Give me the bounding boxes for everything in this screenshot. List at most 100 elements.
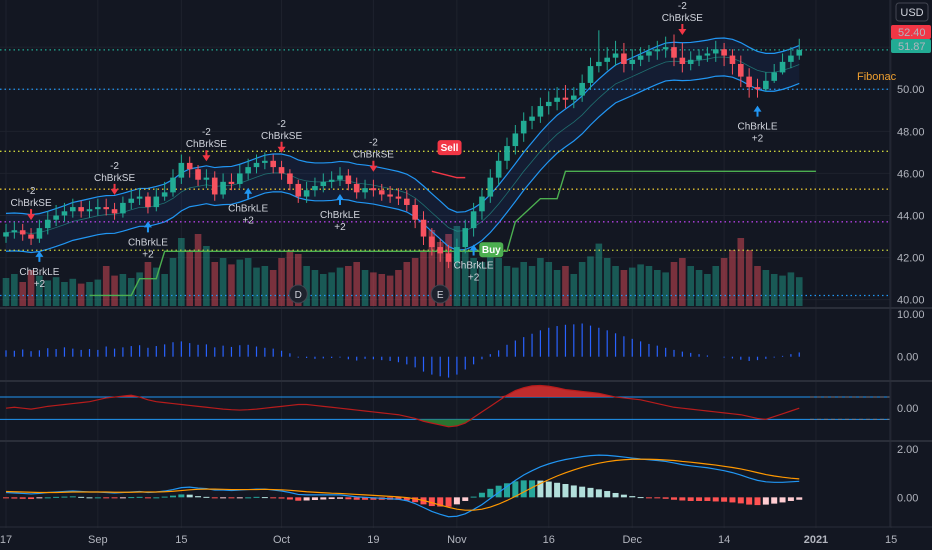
candle[interactable]	[404, 190, 410, 212]
candle[interactable]	[596, 30, 602, 73]
long-entry-signal[interactable]: ChBrkLE+2	[128, 221, 168, 260]
candle[interactable]	[495, 152, 502, 187]
candle[interactable]	[211, 171, 218, 201]
candle[interactable]	[779, 53, 786, 75]
candle[interactable]	[278, 160, 285, 180]
candle[interactable]	[111, 202, 118, 220]
candle[interactable]	[545, 91, 552, 115]
candle[interactable]	[562, 85, 569, 109]
candle[interactable]	[637, 47, 644, 67]
candle[interactable]	[136, 188, 143, 205]
buy-badge[interactable]: Buy	[479, 242, 504, 258]
time-axis[interactable]: 17 Sep 15 Oct 19 Nov 16 Dec 14 2021 15	[0, 534, 897, 546]
candle[interactable]	[654, 40, 661, 60]
candle[interactable]	[796, 38, 803, 60]
candle[interactable]	[537, 97, 544, 123]
candle[interactable]	[61, 202, 68, 222]
candle[interactable]	[312, 177, 318, 197]
candle[interactable]	[687, 51, 694, 71]
candle[interactable]	[712, 40, 719, 62]
candle[interactable]	[554, 87, 560, 111]
candle[interactable]	[353, 177, 360, 199]
candle[interactable]	[629, 49, 636, 71]
candle[interactable]	[295, 179, 302, 203]
candle[interactable]	[445, 244, 452, 269]
candle[interactable]	[161, 181, 168, 201]
candle[interactable]	[746, 68, 752, 98]
candle[interactable]	[512, 125, 519, 155]
sell-badge[interactable]: Sell	[437, 140, 462, 156]
candle[interactable]	[788, 47, 794, 69]
candle[interactable]	[228, 173, 235, 191]
candle[interactable]	[195, 165, 201, 187]
candle[interactable]	[362, 179, 368, 199]
candle[interactable]	[53, 204, 59, 227]
candle[interactable]	[220, 173, 226, 199]
candle[interactable]	[337, 167, 343, 187]
candle[interactable]	[3, 223, 9, 243]
candle[interactable]	[345, 169, 352, 191]
event-marker[interactable]: E	[430, 284, 450, 304]
candle[interactable]	[621, 42, 627, 73]
histogram-oscillator-pane[interactable]	[5, 323, 800, 378]
candle[interactable]	[253, 154, 260, 174]
candle[interactable]	[237, 165, 243, 189]
candle[interactable]	[44, 211, 51, 235]
price-label[interactable]: 51.87	[891, 39, 931, 53]
candle[interactable]	[95, 198, 101, 216]
candle[interactable]	[729, 49, 736, 75]
price-label[interactable]: 52.40	[891, 25, 931, 39]
candle[interactable]	[470, 202, 477, 237]
candle[interactable]	[679, 42, 686, 73]
candle[interactable]	[487, 169, 494, 203]
candle[interactable]	[437, 238, 443, 262]
long-entry-signal[interactable]: ChBrkLE+2	[19, 250, 60, 290]
candle[interactable]	[646, 45, 652, 62]
candle[interactable]	[454, 238, 460, 267]
candle[interactable]	[153, 188, 160, 212]
long-entry-signal[interactable]: ChBrkLE+2	[454, 244, 494, 284]
candle[interactable]	[245, 158, 251, 180]
candle[interactable]	[120, 196, 126, 218]
candle[interactable]	[328, 171, 335, 189]
candle[interactable]	[587, 57, 594, 90]
candle[interactable]	[170, 169, 176, 197]
candle[interactable]	[270, 154, 276, 174]
candle[interactable]	[721, 42, 727, 67]
candle[interactable]	[520, 112, 527, 142]
candle[interactable]	[86, 200, 93, 218]
long-entry-signal[interactable]: ChBrkLE+2	[320, 194, 360, 233]
candle[interactable]	[420, 211, 427, 245]
candle[interactable]	[571, 87, 577, 109]
candle[interactable]	[303, 181, 310, 203]
candle[interactable]	[662, 36, 669, 58]
candle[interactable]	[579, 74, 585, 102]
candle[interactable]	[70, 198, 76, 218]
candle[interactable]	[412, 198, 418, 229]
candle[interactable]	[178, 154, 185, 184]
candle[interactable]	[529, 106, 535, 130]
long-entry-signal[interactable]: ChBrkLE+2	[737, 105, 778, 145]
band-oscillator-pane[interactable]	[0, 384, 890, 428]
candle[interactable]	[429, 228, 435, 256]
candle[interactable]	[186, 156, 193, 178]
currency-box[interactable]: USD	[895, 2, 929, 22]
candle[interactable]	[754, 78, 761, 98]
candle[interactable]	[19, 223, 26, 241]
candle[interactable]	[771, 63, 777, 83]
candle[interactable]	[11, 221, 18, 239]
candle[interactable]	[128, 190, 135, 210]
candle[interactable]	[738, 55, 744, 88]
candle[interactable]	[704, 47, 711, 62]
candle[interactable]	[370, 179, 377, 197]
macd-pane[interactable]	[3, 454, 803, 518]
candle[interactable]	[395, 188, 402, 205]
pane-dividers[interactable]	[0, 0, 932, 528]
